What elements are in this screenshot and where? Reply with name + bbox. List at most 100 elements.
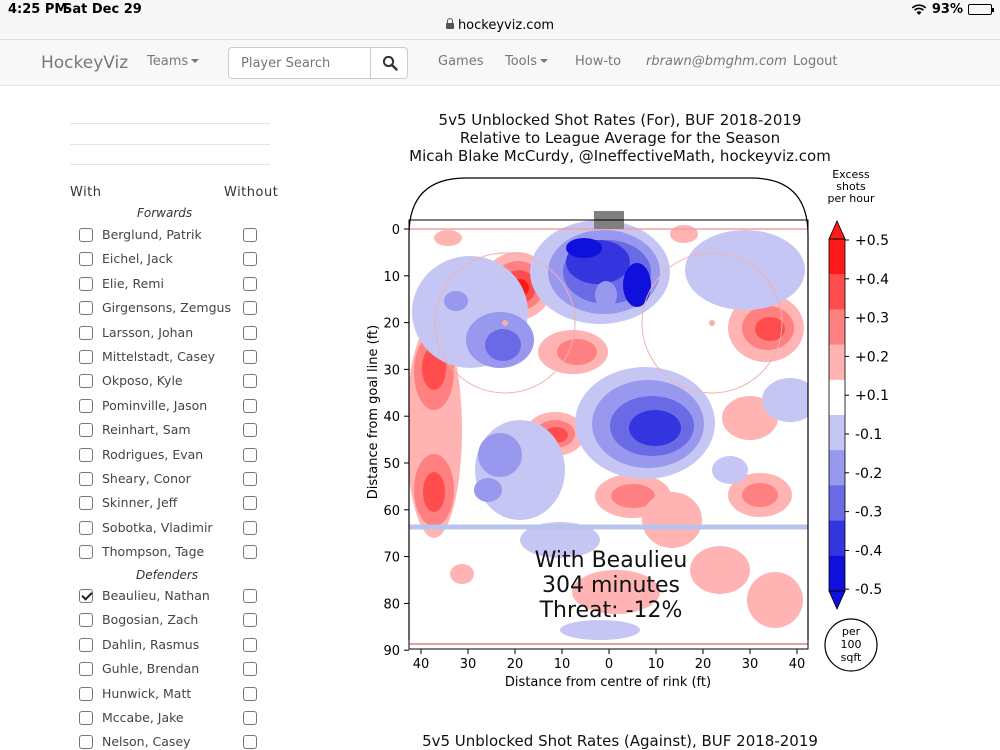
with-checkbox[interactable] — [79, 301, 93, 316]
chevron-down-icon — [191, 59, 200, 63]
player-row: Mccabe, Jake — [0, 709, 300, 729]
player-name: Bogosian, Zach — [102, 612, 199, 628]
without-checkbox[interactable] — [243, 662, 257, 677]
without-checkbox[interactable] — [243, 613, 257, 628]
next-chart-title: 5v5 Unblocked Shot Rates (Against), BUF … — [422, 732, 818, 750]
chevron-down-icon — [540, 59, 549, 63]
colorbar-top-arrow — [828, 220, 846, 240]
player-row: Mittelstadt, Casey — [0, 348, 300, 368]
unit-line3: sqft — [841, 651, 862, 664]
with-checkbox[interactable] — [79, 735, 93, 750]
y-tick-label: 0 — [392, 223, 400, 238]
player-name: Beaulieu, Nathan — [102, 588, 210, 603]
with-checkbox[interactable] — [79, 276, 93, 291]
overlay-with-player: With Beaulieu — [535, 548, 688, 573]
without-checkbox[interactable] — [243, 496, 257, 511]
x-tick-label: 40 — [413, 657, 430, 672]
player-search-input[interactable] — [228, 47, 371, 79]
x-tick-label: 10 — [554, 657, 571, 672]
player-name: Reinhart, Sam — [102, 422, 191, 438]
without-checkbox[interactable] — [243, 398, 257, 413]
without-checkbox[interactable] — [243, 423, 257, 438]
without-checkbox[interactable] — [243, 350, 257, 364]
with-checkbox[interactable] — [79, 520, 93, 535]
wifi-icon — [911, 3, 927, 15]
unit-line2: 100 — [841, 638, 862, 651]
without-checkbox[interactable] — [243, 276, 257, 291]
nav-tools[interactable]: Tools — [505, 54, 549, 69]
without-checkbox[interactable] — [243, 325, 257, 340]
with-checkbox[interactable] — [79, 545, 93, 560]
with-checkbox[interactable] — [79, 686, 93, 701]
with-checkbox[interactable] — [79, 398, 93, 413]
search-icon — [382, 55, 398, 71]
with-checkbox[interactable] — [79, 662, 93, 677]
y-axis-label: Distance from goal line (ft) — [366, 325, 381, 499]
player-name: Pominville, Jason — [102, 397, 208, 413]
player-row: Berglund, Patrik — [0, 226, 300, 246]
player-name: Girgensons, Zemgus — [102, 300, 231, 316]
heatmap-blobs — [409, 220, 808, 640]
without-checkbox[interactable] — [243, 374, 257, 389]
rink-boards — [408, 177, 809, 640]
with-checkbox[interactable] — [79, 637, 93, 652]
without-checkbox[interactable] — [243, 711, 257, 725]
with-checkbox[interactable] — [79, 228, 93, 242]
without-checkbox[interactable] — [243, 545, 257, 560]
with-checkbox[interactable] — [79, 613, 93, 628]
nav-logout[interactable]: Logout — [793, 54, 838, 69]
with-checkbox[interactable] — [79, 374, 93, 389]
with-checkbox[interactable] — [79, 472, 93, 486]
brand-logo[interactable]: HockeyViz — [41, 53, 129, 73]
divider — [70, 144, 270, 145]
with-checkbox[interactable] — [79, 325, 93, 340]
without-checkbox[interactable] — [243, 447, 257, 462]
colorbar-segment — [829, 239, 845, 275]
with-checkbox[interactable] — [79, 589, 93, 603]
lock-icon — [445, 18, 454, 29]
x-tick-label: 40 — [789, 657, 806, 672]
player-name: Larsson, Johan — [102, 324, 194, 340]
with-checkbox[interactable] — [79, 252, 93, 267]
without-checkbox[interactable] — [243, 301, 257, 316]
divider — [70, 123, 270, 124]
player-name: Elie, Remi — [102, 275, 164, 291]
without-checkbox[interactable] — [243, 735, 257, 750]
nav-howto[interactable]: How-to — [575, 54, 622, 69]
with-checkbox[interactable] — [79, 447, 93, 462]
without-checkbox[interactable] — [243, 637, 257, 652]
with-checkbox[interactable] — [79, 350, 93, 364]
without-checkbox[interactable] — [243, 520, 257, 535]
colorbar-segment — [829, 344, 845, 381]
with-checkbox[interactable] — [79, 711, 93, 725]
without-checkbox[interactable] — [243, 686, 257, 701]
nav-user-email[interactable]: rbrawn@bmghm.com — [646, 54, 787, 69]
with-checkbox[interactable] — [79, 496, 93, 511]
player-row: Bogosian, Zach — [0, 611, 300, 631]
positive-region — [409, 225, 804, 628]
without-checkbox[interactable] — [243, 472, 257, 486]
player-row: Okposo, Kyle — [0, 372, 300, 392]
divider — [70, 164, 270, 165]
player-row: Skinner, Jeff — [0, 494, 300, 514]
without-checkbox[interactable] — [243, 252, 257, 267]
search-button[interactable] — [370, 47, 408, 79]
player-name: Dahlin, Rasmus — [102, 636, 200, 652]
player-row: Hunwick, Matt — [0, 685, 300, 705]
url-text: hockeyviz.com — [457, 18, 555, 33]
player-name: Okposo, Kyle — [102, 373, 183, 389]
colorbar-title-line3: per hour — [828, 192, 875, 205]
nav-games[interactable]: Games — [438, 54, 484, 69]
without-checkbox[interactable] — [243, 228, 257, 242]
nav-teams[interactable]: Teams — [147, 54, 200, 69]
with-column-header: With — [70, 185, 102, 200]
colorbar-segment — [829, 485, 845, 522]
unit-line1: per — [842, 625, 861, 638]
x-tick-label: 30 — [742, 657, 759, 672]
without-checkbox[interactable] — [243, 589, 257, 603]
colorbar-label: -0.2 — [855, 466, 882, 482]
colorbar-label: +0.3 — [855, 311, 889, 327]
url-bar[interactable]: hockeyviz.com — [0, 18, 1000, 33]
with-checkbox[interactable] — [79, 423, 93, 438]
player-row: Reinhart, Sam — [0, 421, 300, 441]
